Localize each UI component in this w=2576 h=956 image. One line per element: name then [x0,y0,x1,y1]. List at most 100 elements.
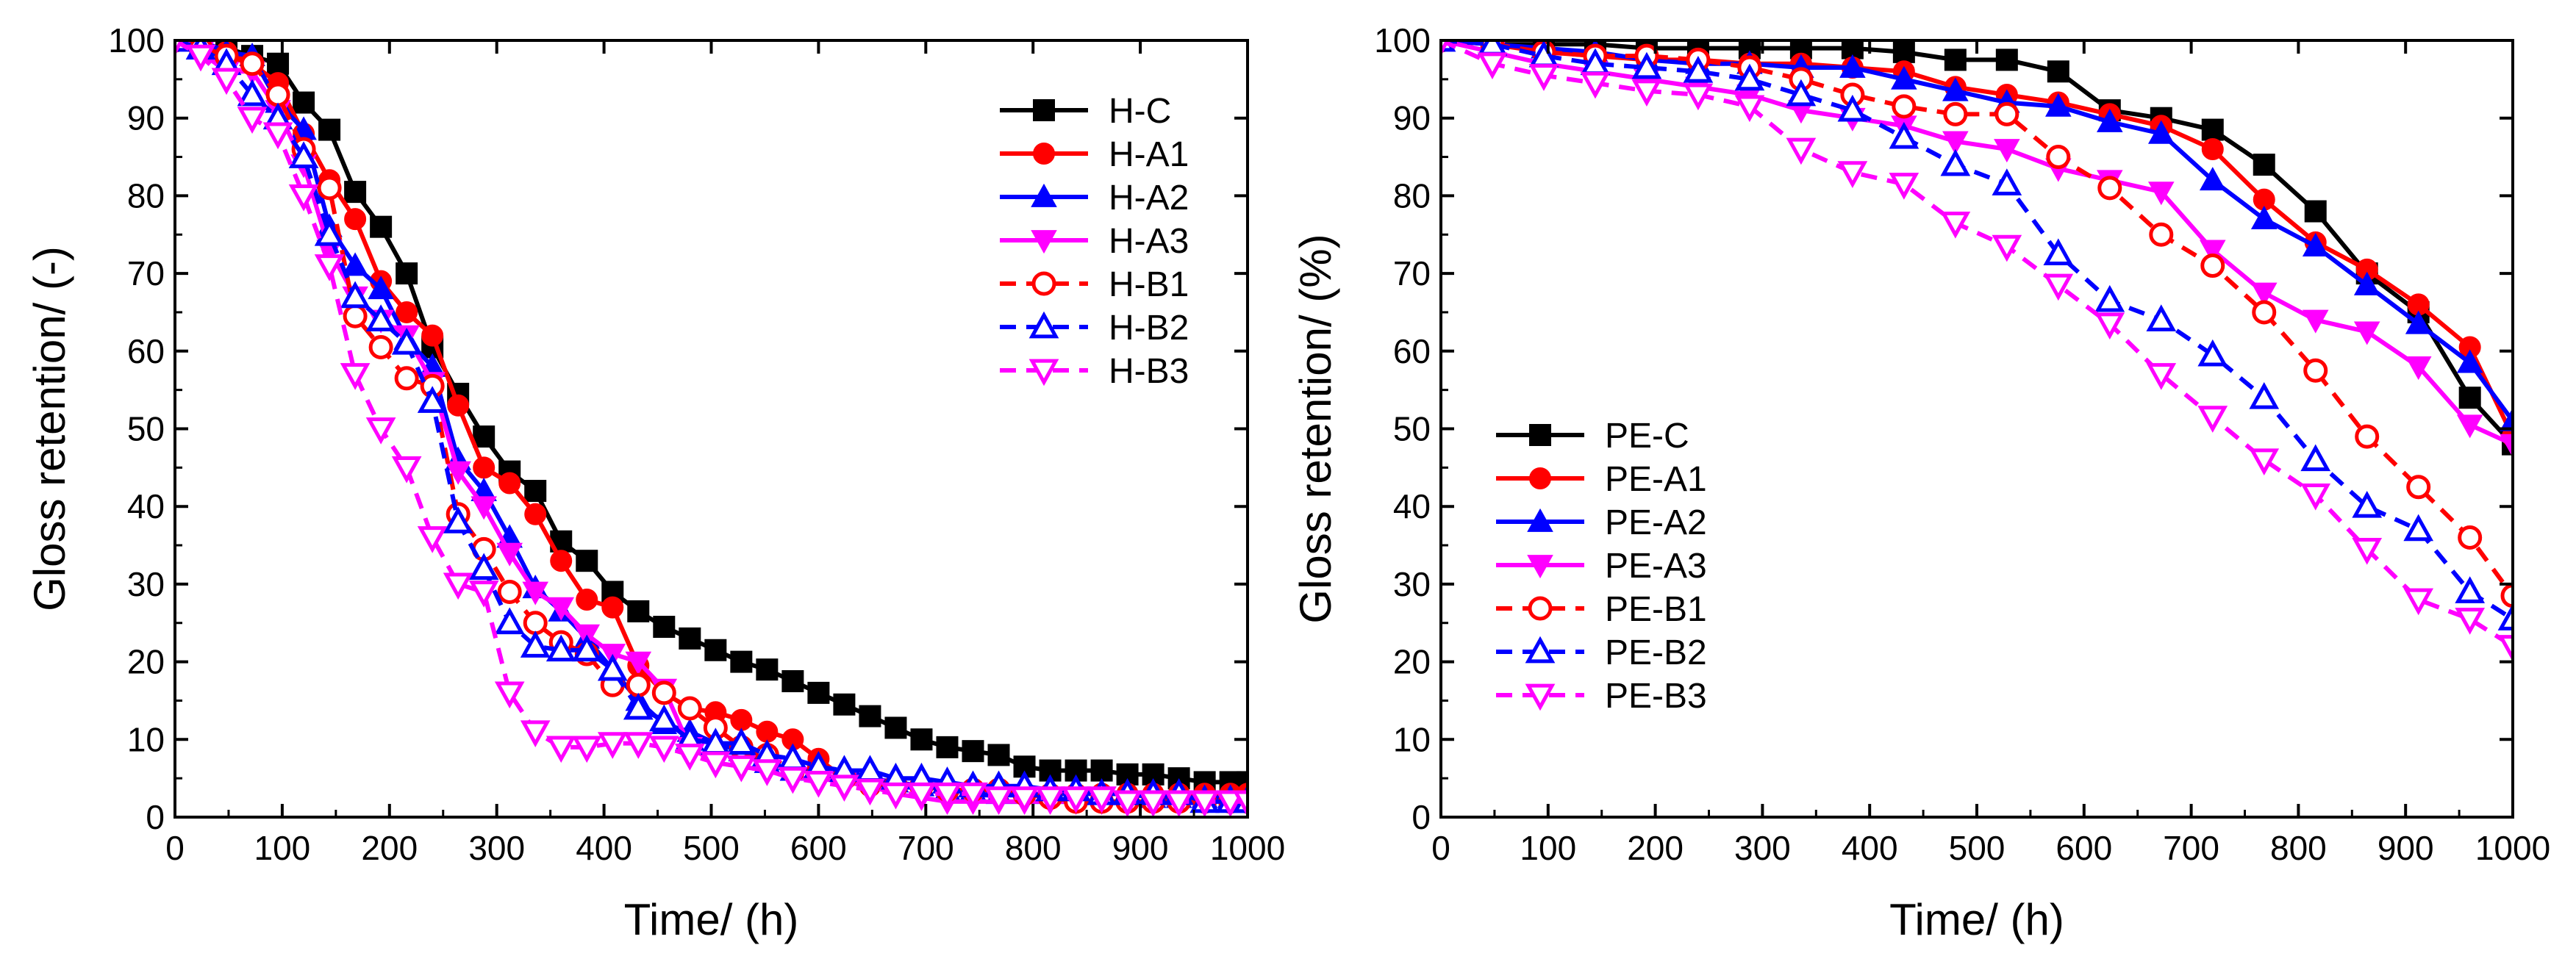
y-tick-label: 20 [127,643,165,681]
series-line-PE-A3 [1441,40,2513,447]
series-line-PE-C [1441,40,2513,446]
data-point-H-B2 [314,219,345,246]
data-point-H-B1 [317,176,342,201]
data-point-H-B3 [1138,790,1168,817]
data-point-H-B2 [726,727,756,755]
legend-marker-H-C [1033,99,1055,121]
legend-label-H-B2: H-B2 [1109,309,1189,348]
data-point-PE-B1 [1994,101,2019,126]
series-group [175,40,1248,817]
data-point-PE-B3 [1631,79,1662,107]
data-point-H-B3 [262,122,293,150]
y-axis-title: Gloss retention/ (%) [1291,234,1340,623]
y-tick-label: 40 [1393,487,1431,525]
x-tick-label: 300 [1734,829,1791,867]
data-point-H-B3 [1035,786,1065,813]
data-point-PE-B1 [2303,358,2328,383]
series-H-A2 [175,40,1248,808]
data-point-PE-B3 [2043,273,2074,301]
data-point-H-A1 [601,596,624,619]
data-point-H-A3 [522,581,549,605]
data-point-PE-B3 [1837,161,1868,188]
data-point-H-B3 [1215,790,1246,817]
data-point-H-B3 [365,417,396,445]
data-point-H-B3 [443,572,473,600]
legend-marker-PE-B3 [1525,683,1556,711]
data-point-PE-B3 [1786,137,1817,165]
data-point-PE-C [1995,48,2018,71]
data-point-H-B3 [545,736,576,763]
x-tick-label: 900 [1112,829,1169,867]
legend-marker-PE-A2 [1527,508,1553,532]
data-point-H-A2 [368,276,394,300]
data-point-PE-B1 [2149,222,2174,247]
data-point-PE-A3 [2250,282,2278,306]
data-point-H-A1 [756,720,779,743]
legend-marker-PE-A1 [1529,467,1551,489]
data-point-PE-B3 [2455,608,2486,635]
legend-marker-H-B2 [1028,311,1059,339]
legend: PE-C PE-A1 PE-A2 PE-A3 PE-B1 PE-B2 PE-B3 [1496,417,1707,716]
series-line-PE-B1 [1441,40,2513,597]
data-point-H-B3 [185,44,216,72]
series-line-PE-B2 [1441,40,2513,622]
data-point-H-C [704,639,727,661]
data-point-H-A1 [447,394,470,417]
series-H-B2 [175,40,1248,813]
data-point-PE-A2 [1942,77,1969,101]
legend-label-H-B1: H-B1 [1109,265,1189,304]
series-H-A3 [175,40,1248,816]
x-tick-label: 400 [1842,829,1898,867]
chart-2: 0 100 200 300 400 500 600 700 800 900 1000 0 10 20 30 4… [1291,21,2550,944]
data-point-PE-B2 [1889,121,1920,149]
data-point-H-A1 [473,456,495,479]
legend-label-PE-B3: PE-B3 [1605,677,1707,716]
data-point-PE-B2 [2094,284,2125,312]
legend-marker-H-A3 [1031,230,1057,254]
data-point-PE-C [2304,200,2327,223]
data-point-H-B3 [494,681,525,709]
y-tick-label: 20 [1393,643,1431,681]
data-point-PE-B2 [1683,56,1714,83]
y-tick-label: 70 [1393,254,1431,292]
data-point-PE-A2 [2045,93,2072,117]
data-point-H-C [267,52,290,75]
data-point-H-B3 [906,782,937,810]
data-point-H-A1 [524,503,547,525]
data-point-H-A3 [625,651,652,675]
y-tick-label: 80 [127,176,165,215]
y-tick-label: 60 [1393,332,1431,370]
legend-marker-PE-B1 [1528,596,1553,621]
data-point-H-A1 [498,472,521,495]
data-point-PE-B3 [2146,363,2177,390]
data-point-H-C [653,616,676,639]
legend-label-PE-A1: PE-A1 [1605,460,1707,499]
data-point-PE-B2 [1940,148,1971,176]
legend-marker-H-B1 [1031,271,1056,296]
y-tick-label: 100 [108,21,165,60]
data-point-H-B3 [623,732,654,759]
x-tick-label: 600 [790,829,847,867]
data-point-H-C [910,728,933,751]
y-tick-label: 0 [1412,798,1431,836]
x-tick-label: 0 [165,829,185,867]
data-point-H-A3 [471,496,497,520]
data-point-H-B2 [623,692,654,720]
data-point-H-B3 [391,456,422,484]
data-point-H-B3 [520,720,551,747]
legend-marker-PE-C [1529,424,1551,446]
data-point-PE-C [2253,154,2275,176]
data-point-H-B3 [468,581,499,608]
data-point-PE-A2 [2456,349,2483,373]
legend-label-PE-B1: PE-B1 [1605,590,1707,629]
x-tick-label: 100 [1520,829,1576,867]
data-point-PE-C [2458,387,2481,409]
data-point-H-B3 [1112,790,1142,817]
data-point-H-C [756,658,779,681]
data-point-H-B1 [497,579,522,604]
data-point-H-B1 [523,611,548,636]
data-point-H-B3 [314,254,345,281]
data-point-PE-B3 [2497,635,2513,662]
legend-label-H-A1: H-A1 [1109,135,1189,174]
data-point-PE-B2 [2455,576,2486,603]
